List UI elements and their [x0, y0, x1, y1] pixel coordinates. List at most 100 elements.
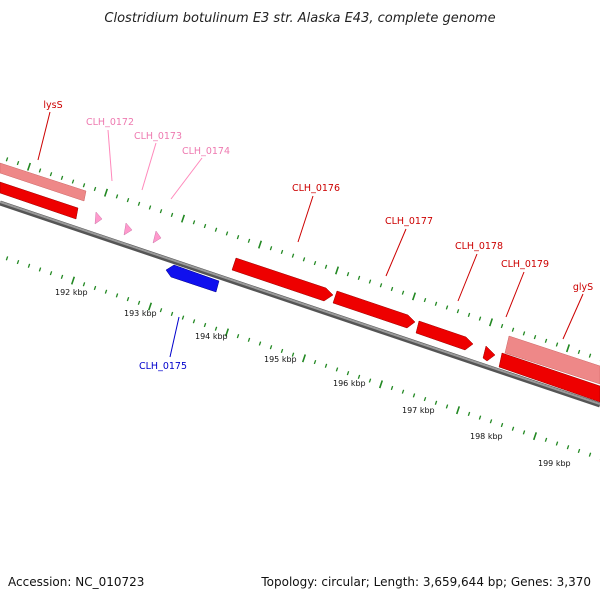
tick-mark	[434, 301, 438, 306]
tick-mark	[522, 430, 526, 435]
tick-mark	[236, 235, 240, 240]
gene-label: CLH_0173	[134, 131, 182, 142]
genome-summary-text: Topology: circular; Length: 3,659,644 bp…	[260, 575, 591, 589]
tick-mark	[346, 272, 350, 277]
tick-mark	[313, 359, 317, 365]
tick-mark	[224, 328, 230, 337]
tick-mark	[214, 227, 218, 232]
gene-label: CLH_0174	[182, 146, 230, 157]
tick-mark	[247, 337, 251, 342]
tick-mark	[434, 400, 438, 405]
tick-mark	[368, 378, 372, 383]
tick-mark	[467, 411, 471, 416]
map-title: Clostridium botulinum E3 str. Alaska E43…	[104, 11, 495, 26]
tick-mark	[38, 267, 42, 272]
kbp-label: 195 kbp	[264, 355, 297, 364]
gene-lysS-rna-bar	[0, 162, 87, 202]
scale-labels: 192 kbp 193 kbp 194 kbp 195 kbp 196 kbp …	[55, 288, 571, 468]
tick-mark	[301, 354, 307, 363]
gene-label-leaders	[37, 111, 584, 358]
tick-mark	[588, 353, 592, 358]
gene-label: CLH_0179	[501, 259, 549, 270]
tick-mark	[423, 396, 427, 402]
tick-mark	[357, 275, 361, 280]
gene-labels: lysS CLH_0172 CLH_0173 CLH_0174 CLH_0175…	[43, 100, 593, 372]
tick-mark	[159, 308, 163, 313]
tick-mark	[49, 172, 53, 177]
gene-label: glyS	[573, 282, 593, 293]
tick-mark	[532, 432, 538, 441]
tick-mark	[258, 341, 262, 346]
tick-mark	[489, 419, 493, 424]
gene-CLH_0179-arrow	[482, 345, 496, 362]
kbp-label: 196 kbp	[333, 379, 366, 388]
tick-mark	[115, 194, 119, 199]
tick-mark	[357, 374, 361, 379]
tick-mark	[577, 448, 581, 454]
tick-mark	[291, 352, 295, 357]
tick-mark	[455, 406, 461, 415]
tick-mark	[467, 312, 471, 317]
tick-mark	[401, 290, 405, 295]
tick-mark	[565, 344, 571, 353]
tick-mark	[137, 300, 141, 305]
tick-mark	[5, 256, 9, 261]
tick-mark	[225, 231, 229, 236]
tick-mark	[38, 168, 42, 173]
tick-mark	[555, 441, 559, 446]
tick-mark	[93, 285, 97, 291]
tick-mark	[566, 445, 570, 450]
tick-mark	[588, 452, 592, 457]
tick-mark	[401, 389, 405, 394]
tick-mark	[488, 318, 494, 327]
tick-mark	[159, 209, 163, 214]
tick-mark	[280, 249, 284, 255]
tick-mark	[456, 309, 460, 314]
tick-mark	[247, 238, 251, 243]
tick-mark	[203, 322, 207, 328]
tick-mark	[60, 175, 64, 180]
gene-label: CLH_0176	[292, 183, 340, 194]
tick-mark	[533, 335, 537, 340]
tick-mark	[280, 348, 284, 354]
tick-mark	[577, 349, 581, 355]
tick-mark	[180, 214, 186, 223]
tick-mark	[82, 183, 86, 188]
gene-lysS-cds-arrow	[0, 181, 79, 220]
tick-mark	[334, 266, 340, 275]
tick-mark	[115, 293, 119, 298]
kbp-label: 192 kbp	[55, 288, 88, 297]
tick-mark	[49, 271, 53, 276]
tick-mark	[500, 422, 504, 428]
tick-mark	[368, 279, 372, 284]
tick-mark	[500, 323, 504, 329]
tick-mark	[71, 179, 75, 184]
tick-mark	[335, 367, 339, 372]
tick-mark	[257, 240, 263, 249]
tick-mark	[16, 259, 20, 265]
gene-label: CLH_0177	[385, 216, 433, 227]
tick-mark	[445, 404, 449, 409]
tick-mark	[478, 415, 482, 420]
gene-features	[0, 162, 600, 403]
gene-CLH_0173-arrow	[123, 222, 133, 236]
genome-backbone	[0, 200, 600, 408]
tick-mark	[544, 338, 548, 343]
tick-mark	[291, 253, 295, 258]
gene-CLH_0176-arrow	[231, 257, 334, 302]
tick-mark	[26, 162, 32, 171]
gene-label: CLH_0172	[86, 117, 134, 128]
tick-mark	[126, 197, 130, 203]
tick-mark	[137, 201, 141, 206]
gene-label: CLH_0175	[139, 361, 187, 372]
tick-mark	[269, 246, 273, 251]
tick-mark	[170, 212, 174, 218]
gene-label: lysS	[43, 100, 62, 111]
gene-CLH_0175-arrow	[165, 264, 220, 293]
gene-CLH_0178-arrow	[415, 320, 474, 351]
tick-mark	[93, 186, 97, 192]
tick-mark	[181, 315, 185, 320]
gene-CLH_0172-arrow	[94, 211, 103, 225]
tick-mark	[313, 260, 317, 266]
